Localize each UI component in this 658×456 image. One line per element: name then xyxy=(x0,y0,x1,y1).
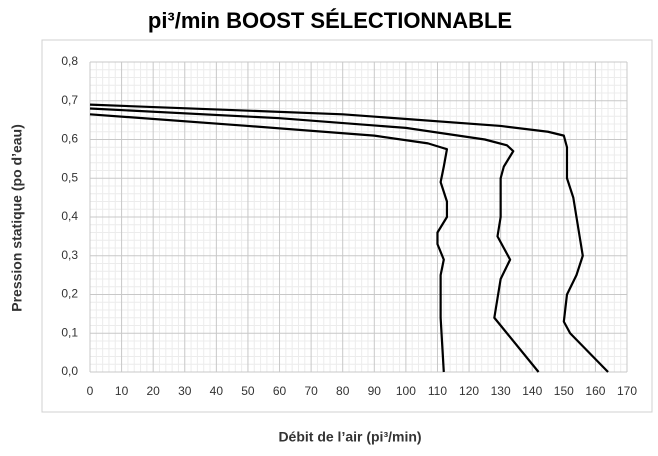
y-tick-label: 0,5 xyxy=(61,170,78,184)
y-axis-label: Pression statique (po d’eau) xyxy=(9,124,25,311)
x-tick-label: 110 xyxy=(428,384,447,398)
y-tick-label: 0,0 xyxy=(61,364,78,378)
x-tick-label: 70 xyxy=(304,384,318,398)
x-tick-label: 120 xyxy=(459,384,479,398)
line-series xyxy=(89,113,449,373)
x-tick-label: 60 xyxy=(273,384,287,398)
x-tick-label: 160 xyxy=(585,384,605,398)
x-tick-label: 20 xyxy=(146,384,160,398)
x-tick-label: 150 xyxy=(554,384,574,398)
x-tick-label: 80 xyxy=(336,384,350,398)
x-tick-label: 90 xyxy=(368,384,382,398)
y-tick-label: 0,6 xyxy=(61,132,78,146)
x-tick-label: 0 xyxy=(87,384,94,398)
line-series xyxy=(89,103,609,373)
x-tick-label: 30 xyxy=(178,384,192,398)
x-tick-label: 40 xyxy=(210,384,224,398)
x-tick-label: 50 xyxy=(241,384,255,398)
x-tick-label: 10 xyxy=(115,384,129,398)
chart-title: pi³/min BOOST SÉLECTIONNABLE xyxy=(148,8,512,33)
x-axis-label: Débit de l’air (pi³/min) xyxy=(278,429,421,445)
chart-frame xyxy=(41,39,653,413)
y-tick-label: 0,1 xyxy=(61,325,78,339)
y-tick-label: 0,4 xyxy=(61,209,78,223)
x-tick-label: 100 xyxy=(396,384,416,398)
y-tick-label: 0,8 xyxy=(61,54,78,68)
y-tick-label: 0,2 xyxy=(61,287,78,301)
x-tick-label: 130 xyxy=(491,384,511,398)
x-tick-label: 170 xyxy=(617,384,637,398)
y-tick-label: 0,7 xyxy=(61,93,78,107)
line-series xyxy=(89,107,540,373)
x-tick-label: 140 xyxy=(522,384,542,398)
y-tick-label: 0,3 xyxy=(61,248,78,262)
